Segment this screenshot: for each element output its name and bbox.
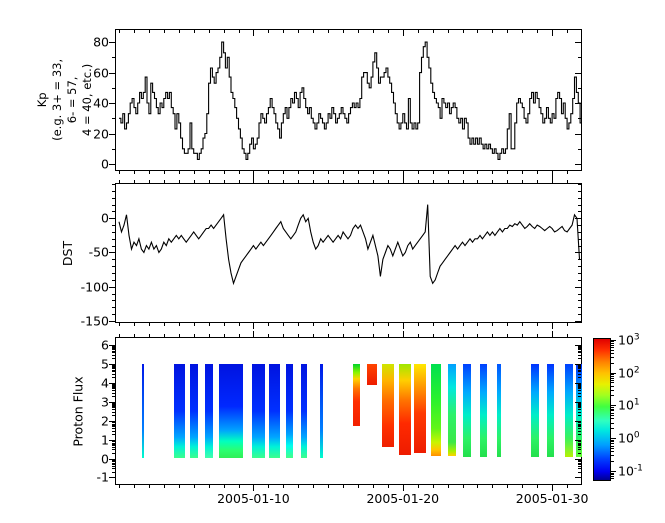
proton-flux-bar xyxy=(190,363,199,459)
proton-flux-bar xyxy=(547,363,555,457)
ytick-label: 5 xyxy=(101,356,109,372)
ytick-label: 2 xyxy=(101,413,109,429)
ytick-label: 3 xyxy=(101,394,109,410)
proton-flux-bar xyxy=(447,363,456,456)
proton-flux-bar xyxy=(565,363,573,457)
colorbar-tick-label: 101 xyxy=(618,397,640,413)
ytick-label: 40 xyxy=(93,95,109,111)
dst-line-chart xyxy=(118,204,581,286)
ytick-label: 4 xyxy=(101,375,109,391)
proton-flux-bar xyxy=(286,363,294,459)
proton-flux-bar xyxy=(413,363,426,453)
kp-panel xyxy=(115,29,582,171)
ytick-label: 0 xyxy=(101,156,109,172)
ytick-label: 80 xyxy=(93,34,109,50)
proton-flux-bar xyxy=(462,363,471,457)
proton-flux-bar xyxy=(381,363,394,448)
colorbar-tick-label: 103 xyxy=(618,332,640,348)
proton-flux-spectrogram xyxy=(115,337,582,485)
proton-flux-bar xyxy=(479,363,487,457)
proton-flux-bar xyxy=(496,363,501,457)
proton-flux-bar xyxy=(205,363,214,459)
xtick-label-jan30: 2005-01-30 xyxy=(515,491,589,506)
kp-line-chart xyxy=(119,41,582,160)
proton-flux-bar xyxy=(430,363,441,456)
ytick-label: -150 xyxy=(80,313,109,329)
ytick-label: 0 xyxy=(101,451,109,466)
proton-flux-bar xyxy=(252,363,266,459)
ytick-label: 60 xyxy=(93,65,109,81)
proton-flux-bar xyxy=(319,363,323,459)
xtick-label-jan20: 2005-01-20 xyxy=(366,491,440,506)
proton-flux-bar xyxy=(530,363,539,457)
colorbar xyxy=(593,338,611,481)
ytick-label: -1 xyxy=(96,469,109,485)
ytick-label: -100 xyxy=(80,279,109,295)
proton-flux-bar xyxy=(301,363,308,459)
proton-flux-bar xyxy=(366,363,377,385)
colorbar-tick-label: 10-1 xyxy=(618,463,643,479)
proton-flux-bar xyxy=(142,363,144,459)
colorbar-tick-label: 102 xyxy=(618,364,640,381)
ytick-label: -50 xyxy=(88,244,109,260)
ytick-label: 6 xyxy=(101,337,109,353)
proton-flux-bar xyxy=(269,363,281,459)
ytick-label: 1 xyxy=(101,432,109,448)
proton-flux-bar xyxy=(174,363,186,459)
proton-flux-bar xyxy=(398,363,411,455)
ytick-label: 0 xyxy=(101,210,109,226)
proton-flux-bar xyxy=(352,363,361,427)
xtick-label-jan10: 2005-01-10 xyxy=(217,491,290,506)
dst-panel xyxy=(115,183,582,323)
proton-flux-bar xyxy=(219,363,244,459)
ytick-label: 20 xyxy=(93,126,109,142)
colorbar-tick-label: 100 xyxy=(618,430,640,446)
